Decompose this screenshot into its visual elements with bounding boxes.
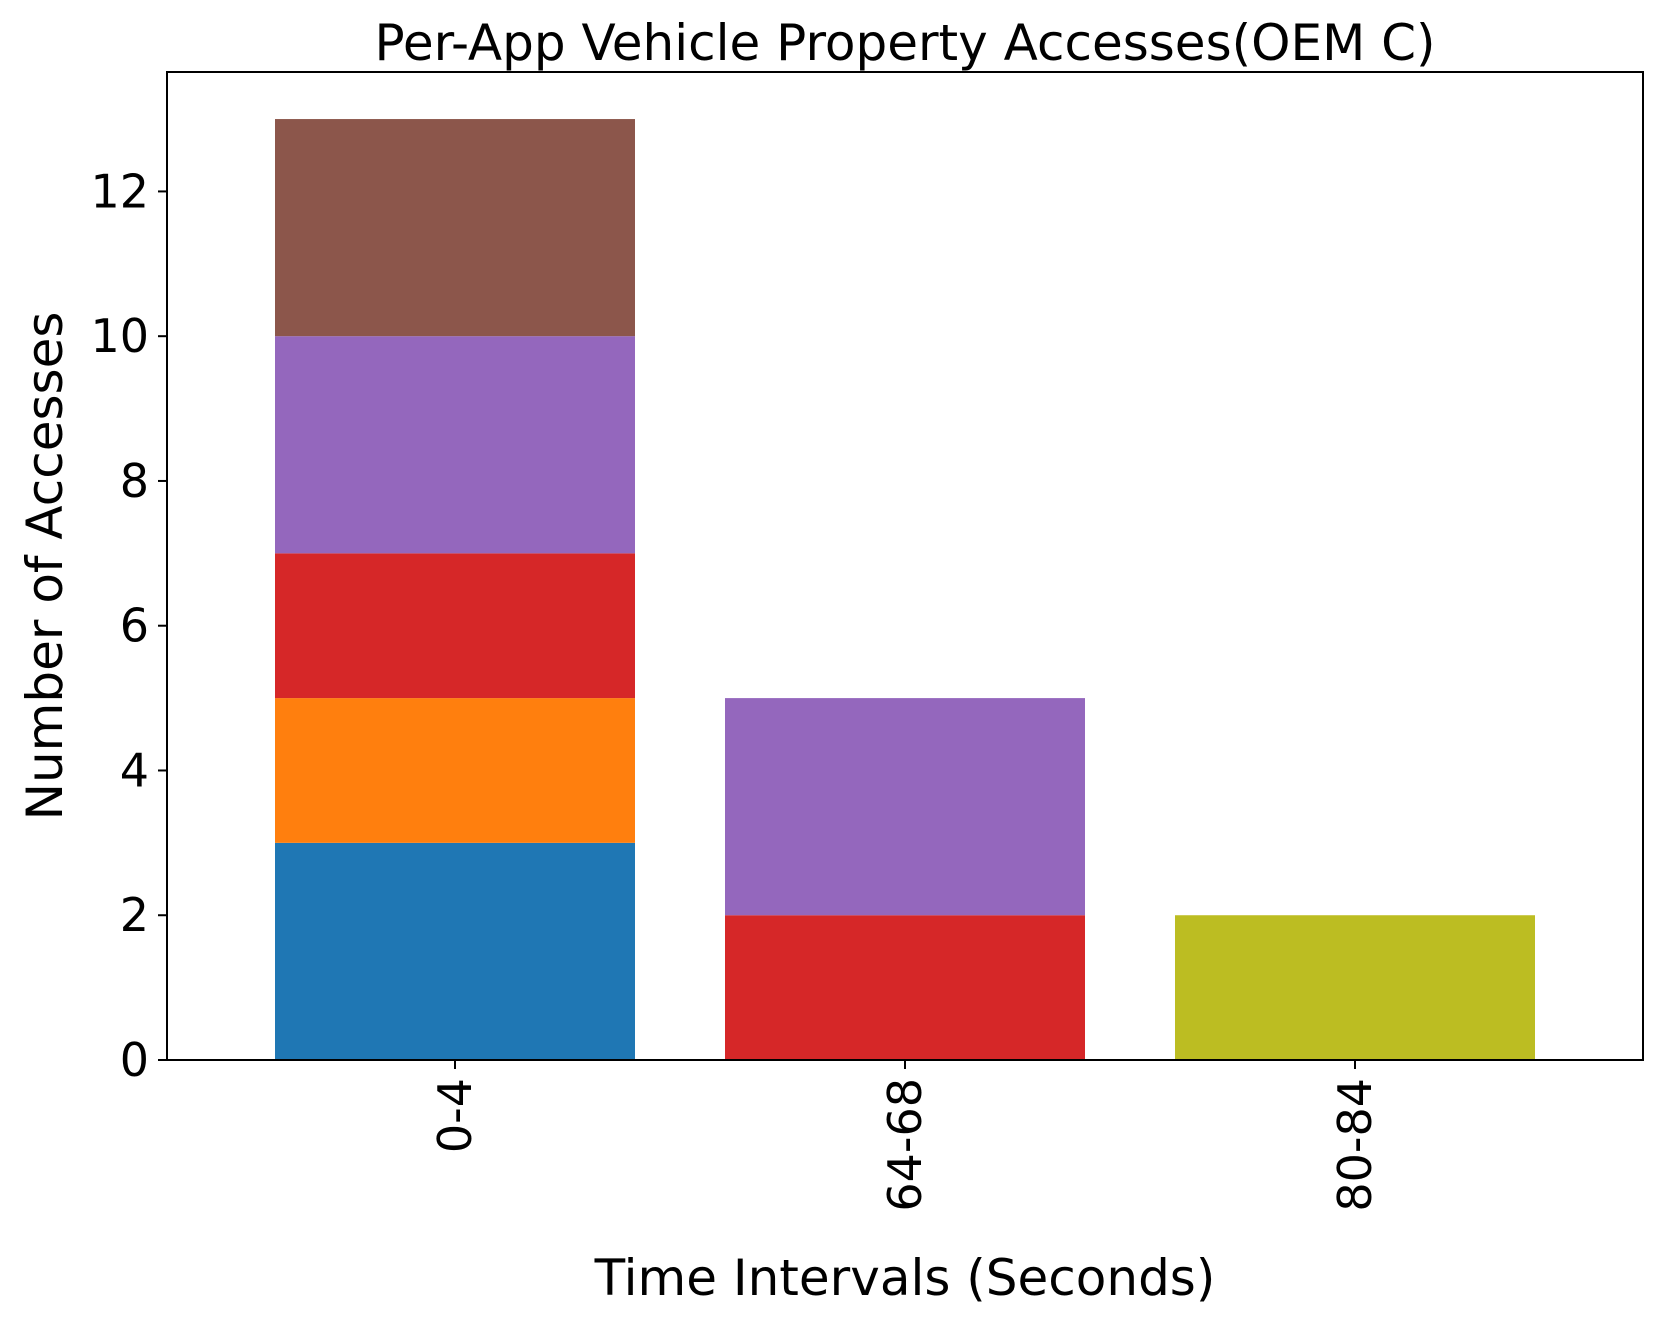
x-axis-label: Time Intervals (Seconds) bbox=[594, 1249, 1216, 1307]
bar-segment bbox=[275, 698, 635, 843]
y-tick-label: 6 bbox=[120, 599, 149, 653]
y-tick-label: 4 bbox=[120, 743, 149, 797]
x-tick-label: 0-4 bbox=[428, 1078, 482, 1153]
chart-title: Per-App Vehicle Property Accesses(OEM C) bbox=[374, 14, 1435, 72]
x-tick-label: 64-68 bbox=[878, 1078, 932, 1212]
y-tick-label: 0 bbox=[120, 1033, 149, 1087]
bar-segment bbox=[275, 553, 635, 699]
y-axis-label: Number of Accesses bbox=[16, 312, 74, 821]
y-tick-label: 2 bbox=[120, 888, 149, 942]
bar-segment bbox=[275, 842, 635, 1060]
x-tick-label: 80-84 bbox=[1328, 1078, 1382, 1212]
bar-segment bbox=[725, 698, 1085, 916]
bar-segment bbox=[1175, 915, 1535, 1060]
y-tick-label: 12 bbox=[90, 164, 149, 218]
y-tick-label: 8 bbox=[120, 454, 149, 508]
plot-frame bbox=[166, 71, 1644, 1061]
bar-segment bbox=[275, 119, 635, 337]
bar-segment bbox=[275, 336, 635, 554]
bar-segment bbox=[725, 915, 1085, 1060]
y-tick-label: 10 bbox=[90, 309, 149, 363]
